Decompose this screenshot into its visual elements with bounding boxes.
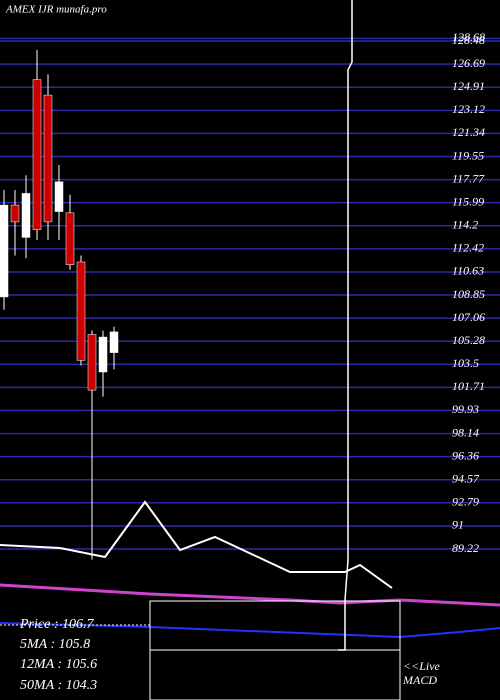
y-tick-label: 103.5 [452, 356, 479, 370]
candle-body [0, 204, 9, 298]
y-tick-label: 117.77 [452, 171, 485, 185]
y-tick-label: 92.79 [452, 495, 479, 509]
candle-body [43, 94, 53, 223]
vertical-line [338, 0, 353, 651]
y-tick-label: 107.06 [452, 310, 485, 324]
y-tick-label: 128.68 [452, 30, 485, 44]
y-tick-label: 123.12 [452, 102, 485, 116]
candle-body [109, 331, 119, 353]
legend-5ma: 5MA : 105.8 [20, 637, 90, 652]
y-tick-label: 115.99 [452, 194, 484, 208]
y-tick-label: 121.34 [452, 125, 485, 139]
candle-body [65, 212, 75, 265]
y-tick-label: 94.57 [452, 472, 480, 486]
candle-body [10, 204, 20, 223]
y-tick-label: 108.85 [452, 287, 485, 301]
legend-price: Price : 106.7 [19, 617, 94, 632]
macd-live: <<Live [403, 659, 441, 673]
y-tick-label: 89.22 [452, 541, 479, 555]
indicator-line [0, 500, 393, 589]
y-tick-label: 101.71 [452, 379, 485, 393]
candle-body [21, 193, 31, 238]
candle-body [87, 334, 97, 391]
y-tick-label: 98.14 [452, 425, 479, 439]
candle-body [76, 261, 86, 361]
macd-label: MACD [402, 673, 437, 687]
y-tick-label: 128.48 [452, 33, 485, 47]
candle-body [32, 79, 42, 230]
y-tick-label: 119.55 [452, 148, 484, 162]
legend-12ma: 12MA : 105.6 [20, 657, 97, 672]
chart-title: AMEX IJR munafa.pro [5, 4, 107, 16]
legend-50ma: 50MA : 104.3 [20, 678, 97, 693]
y-tick-label: 124.91 [452, 79, 485, 93]
y-tick-label: 110.63 [452, 264, 484, 278]
y-tick-label: 91 [452, 518, 464, 532]
y-tick-label: 112.42 [452, 241, 484, 255]
candle-body [98, 336, 108, 373]
y-tick-label: 114.2 [452, 218, 478, 232]
y-tick-label: 105.28 [452, 333, 485, 347]
candle-body [54, 181, 64, 212]
y-tick-label: 96.36 [452, 448, 479, 462]
ma-line [0, 583, 500, 607]
y-tick-label: 99.93 [452, 402, 479, 416]
y-tick-label: 126.69 [452, 56, 485, 70]
